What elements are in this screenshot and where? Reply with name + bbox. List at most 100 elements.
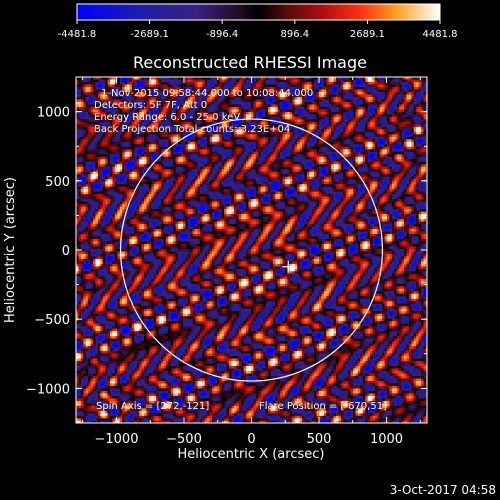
- heatmap-cell: [85, 283, 89, 287]
- heatmap-cell: [129, 415, 133, 419]
- heatmap-cell: [127, 119, 130, 122]
- heatmap-cell: [134, 385, 138, 389]
- heatmap-cell: [76, 228, 79, 232]
- heatmap-cell: [112, 193, 116, 197]
- heatmap-cell: [151, 203, 155, 207]
- heatmap-cell: [107, 228, 111, 232]
- heatmap-cell: [83, 168, 87, 172]
- heatmap-cell: [127, 355, 130, 359]
- heatmap-cell: [158, 188, 162, 192]
- heatmap-cell: [148, 226, 152, 229]
- heatmap-cell: [110, 390, 113, 394]
- heatmap-cell: [102, 116, 106, 120]
- heatmap-cell: [76, 96, 79, 100]
- heatmap-cell: [119, 129, 123, 132]
- heatmap-cell: [76, 136, 79, 140]
- heatmap-cell: [83, 208, 87, 212]
- heatmap-cell: [158, 315, 162, 319]
- heatmap-cell: [102, 350, 106, 354]
- heatmap-cell: [78, 213, 82, 217]
- heatmap-cell: [102, 91, 106, 95]
- heatmap-cell: [76, 238, 79, 242]
- heatmap-cell: [148, 141, 152, 145]
- heatmap-cell: [114, 161, 118, 165]
- heatmap-cell: [151, 378, 155, 381]
- heatmap-cell: [136, 253, 140, 257]
- heatmap-cell: [122, 248, 125, 252]
- heatmap-cell: [139, 385, 142, 389]
- heatmap-cell: [80, 348, 84, 352]
- heatmap-cell: [148, 328, 152, 332]
- heatmap-cell: [114, 241, 118, 244]
- heatmap-cell: [114, 380, 118, 384]
- heatmap-cell: [90, 383, 94, 386]
- heatmap-cell: [93, 198, 96, 202]
- heatmap-cell: [117, 378, 121, 381]
- heatmap-cell: [117, 168, 121, 172]
- heatmap-cell: [105, 129, 108, 132]
- heatmap-cell: [131, 353, 135, 357]
- heatmap-cell: [107, 201, 111, 205]
- heatmap-cell: [124, 330, 128, 334]
- heatmap-cell: [146, 186, 150, 190]
- heatmap-cell: [78, 96, 82, 100]
- heatmap-cell: [119, 183, 123, 187]
- heatmap-cell: [100, 405, 104, 409]
- heatmap-cell: [151, 79, 155, 82]
- heatmap-cell: [112, 213, 116, 217]
- heatmap-cell: [76, 305, 79, 309]
- heatmap-cell: [90, 151, 94, 155]
- heatmap-cell: [127, 353, 130, 357]
- heatmap-cell: [161, 266, 164, 269]
- heatmap-cell: [117, 223, 121, 227]
- heatmap-cell: [156, 271, 159, 274]
- heatmap-cell: [95, 228, 99, 232]
- heatmap-cell: [122, 323, 125, 327]
- heatmap-cell: [93, 370, 96, 374]
- heatmap-cell: [78, 233, 82, 237]
- heatmap-cell: [119, 390, 123, 394]
- heatmap-cell: [100, 181, 104, 185]
- heatmap-cell: [129, 203, 133, 207]
- heatmap-cell: [102, 340, 106, 344]
- heatmap-cell: [156, 181, 159, 185]
- heatmap-cell: [114, 410, 118, 414]
- heatmap-cell: [124, 378, 128, 381]
- heatmap-cell: [148, 300, 152, 304]
- heatmap-cell: [105, 258, 108, 262]
- heatmap-cell: [156, 283, 159, 287]
- heatmap-cell: [141, 295, 145, 299]
- heatmap-cell: [107, 343, 111, 347]
- heatmap-cell: [131, 101, 135, 105]
- heatmap-cell: [148, 305, 152, 309]
- heatmap-cell: [134, 151, 138, 155]
- heatmap-cell: [117, 395, 121, 399]
- heatmap-cell: [88, 380, 91, 384]
- heatmap-cell: [105, 400, 108, 404]
- heatmap-cell: [83, 276, 87, 279]
- heatmap-cell: [117, 156, 121, 160]
- heatmap-cell: [97, 196, 101, 200]
- heatmap-cell: [158, 305, 162, 309]
- heatmap-cell: [76, 335, 79, 339]
- heatmap-cell: [85, 221, 89, 224]
- heatmap-cell: [134, 104, 138, 107]
- heatmap-cell: [100, 193, 104, 197]
- heatmap-cell: [95, 375, 99, 379]
- heatmap-cell: [117, 148, 121, 152]
- heatmap-cell: [148, 271, 152, 274]
- heatmap-cell: [85, 77, 89, 80]
- heatmap-cell: [129, 303, 133, 307]
- heatmap-cell: [148, 143, 152, 147]
- heatmap-cell: [148, 168, 152, 172]
- heatmap-cell: [148, 206, 152, 210]
- heatmap-cell: [83, 358, 87, 362]
- heatmap-cell: [85, 101, 89, 105]
- heatmap-cell: [122, 104, 125, 107]
- heatmap-cell: [110, 335, 113, 339]
- heatmap-cell: [153, 370, 157, 374]
- heatmap-cell: [85, 320, 89, 324]
- heatmap-cell: [80, 253, 84, 257]
- heatmap-cell: [124, 84, 128, 87]
- heatmap-cell: [129, 405, 133, 409]
